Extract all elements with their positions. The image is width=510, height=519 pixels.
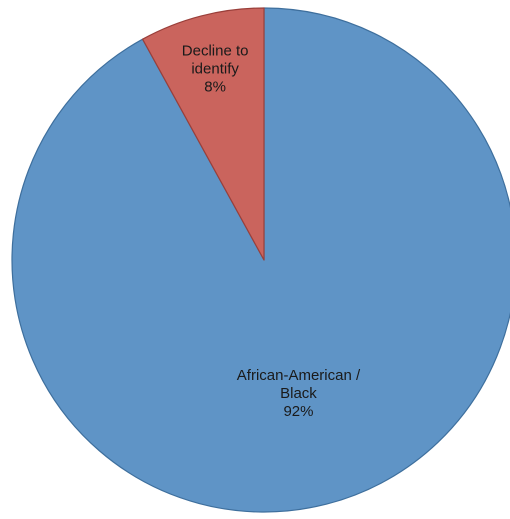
pie-slice-0 (11, 7, 510, 513)
pie-slices (11, 7, 510, 513)
slice-value-label: 92% (283, 403, 313, 420)
slice-category-label: Black (280, 385, 317, 402)
slice-value-label: 8% (204, 79, 226, 96)
slice-category-label: Decline to (182, 43, 249, 60)
pie-slice-1 (142, 7, 265, 261)
slice-category-label: African-American / (237, 367, 361, 384)
slice-category-label: identify (191, 61, 239, 78)
